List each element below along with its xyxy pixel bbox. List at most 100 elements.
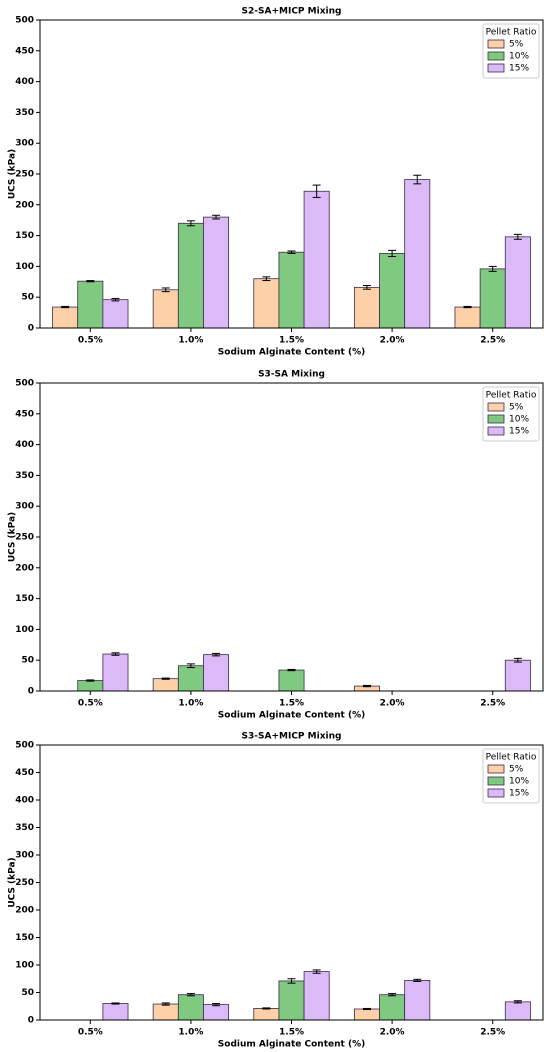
- error-bar: [212, 652, 221, 657]
- error-bar: [312, 969, 321, 974]
- error-bar: [287, 978, 296, 984]
- bar: [77, 280, 104, 329]
- x-tick-label: 1.5%: [279, 699, 304, 709]
- bar: [353, 286, 380, 329]
- bar: [454, 306, 481, 329]
- y-tick-label: 50: [21, 293, 34, 303]
- bar: [504, 659, 531, 692]
- y-tick-label: 200: [15, 200, 34, 210]
- legend-label: 15%: [509, 427, 529, 437]
- plot-frame: [39, 382, 544, 692]
- error-bar: [287, 668, 296, 672]
- error-bar: [362, 284, 371, 290]
- y-tick-label: 150: [15, 933, 34, 943]
- error-bar: [312, 184, 321, 198]
- error-bar: [513, 1000, 522, 1004]
- x-tick-label: 0.5%: [78, 1028, 103, 1038]
- chart-title: S3-SA+MICP Mixing: [242, 732, 342, 742]
- y-tick-label: 50: [21, 656, 34, 666]
- x-axis-label: Sodium Alginate Content (%): [218, 711, 365, 721]
- bar: [102, 299, 129, 329]
- chart: S2-SA+MICP Mixing Sodium Alginate Content…: [8, 7, 544, 358]
- error-bar: [61, 305, 70, 309]
- legend-label: 10%: [509, 415, 529, 425]
- bar: [102, 1003, 129, 1021]
- x-tick-label: 0.5%: [78, 336, 103, 346]
- chart: S3-SA Mixing Sodium Alginate Content (%) U…: [8, 370, 544, 721]
- bar: [177, 665, 204, 692]
- bar: [203, 654, 230, 692]
- error-bar: [186, 993, 195, 997]
- error-bar: [186, 220, 195, 227]
- bar: [152, 678, 179, 692]
- y-tick-label: 50: [21, 988, 34, 998]
- legend-label: 5%: [509, 403, 524, 413]
- error-bar: [262, 276, 271, 282]
- error-bar: [262, 1007, 271, 1010]
- y-tick-label: 300: [15, 502, 34, 512]
- x-tick-label: 2.5%: [480, 1028, 505, 1038]
- y-tick-label: 100: [15, 961, 34, 971]
- y-axis-label: UCS (kPa): [8, 857, 18, 907]
- y-tick-label: 400: [15, 796, 34, 806]
- y-tick-label: 450: [15, 409, 34, 419]
- chart-title: S3-SA Mixing: [258, 370, 325, 380]
- legend-label: 5%: [509, 40, 524, 50]
- x-tick-label: 1.0%: [178, 699, 203, 709]
- bar: [278, 251, 305, 329]
- x-tick-label: 2.0%: [380, 699, 405, 709]
- legend: Pellet Ratio 5% 10% 15%: [482, 386, 540, 442]
- y-tick-label: 0: [28, 687, 34, 697]
- legend-swatch: [487, 426, 505, 436]
- error-bar: [413, 978, 422, 982]
- error-bar: [161, 1002, 170, 1006]
- bar: [152, 289, 179, 329]
- error-bar: [463, 305, 472, 309]
- error-bar: [161, 287, 170, 293]
- error-bar: [161, 677, 170, 680]
- bar: [303, 190, 330, 329]
- legend-swatch: [487, 402, 505, 412]
- error-bar: [287, 250, 296, 254]
- error-bar: [111, 297, 120, 302]
- error-bar: [413, 174, 422, 185]
- y-tick-label: 200: [15, 906, 34, 916]
- y-tick-label: 350: [15, 823, 34, 833]
- x-tick-label: 2.5%: [480, 336, 505, 346]
- y-tick-label: 300: [15, 139, 34, 149]
- y-tick-label: 350: [15, 108, 34, 118]
- legend-swatch: [487, 39, 505, 49]
- bar: [102, 653, 129, 692]
- legend-swatch: [487, 788, 505, 798]
- x-axis-label: Sodium Alginate Content (%): [218, 348, 365, 358]
- y-tick-label: 250: [15, 170, 34, 180]
- plot-frame: [39, 19, 544, 329]
- bar: [253, 1008, 280, 1021]
- legend-swatch: [487, 764, 505, 774]
- error-bar: [212, 1003, 221, 1007]
- legend-label: 10%: [509, 52, 529, 62]
- bar: [504, 1001, 531, 1021]
- legend-swatch: [487, 63, 505, 73]
- x-tick-label: 0.5%: [78, 699, 103, 709]
- bar: [504, 236, 531, 329]
- y-tick-label: 100: [15, 625, 34, 635]
- bar: [177, 994, 204, 1021]
- y-tick-label: 250: [15, 533, 34, 543]
- chart-title: S2-SA+MICP Mixing: [242, 7, 342, 17]
- bar: [303, 971, 330, 1021]
- legend-swatch: [487, 776, 505, 786]
- legend-title: Pellet Ratio: [486, 391, 537, 401]
- x-tick-label: 1.5%: [279, 1028, 304, 1038]
- bar: [77, 680, 104, 692]
- bar: [404, 980, 431, 1021]
- y-tick-label: 250: [15, 878, 34, 888]
- y-tick-label: 200: [15, 563, 34, 573]
- y-tick-label: 400: [15, 440, 34, 450]
- error-bar: [488, 265, 497, 272]
- x-tick-label: 1.0%: [178, 1028, 203, 1038]
- y-tick-label: 100: [15, 262, 34, 272]
- bar: [278, 669, 305, 692]
- y-tick-label: 350: [15, 471, 34, 481]
- x-tick-label: 2.0%: [380, 1028, 405, 1038]
